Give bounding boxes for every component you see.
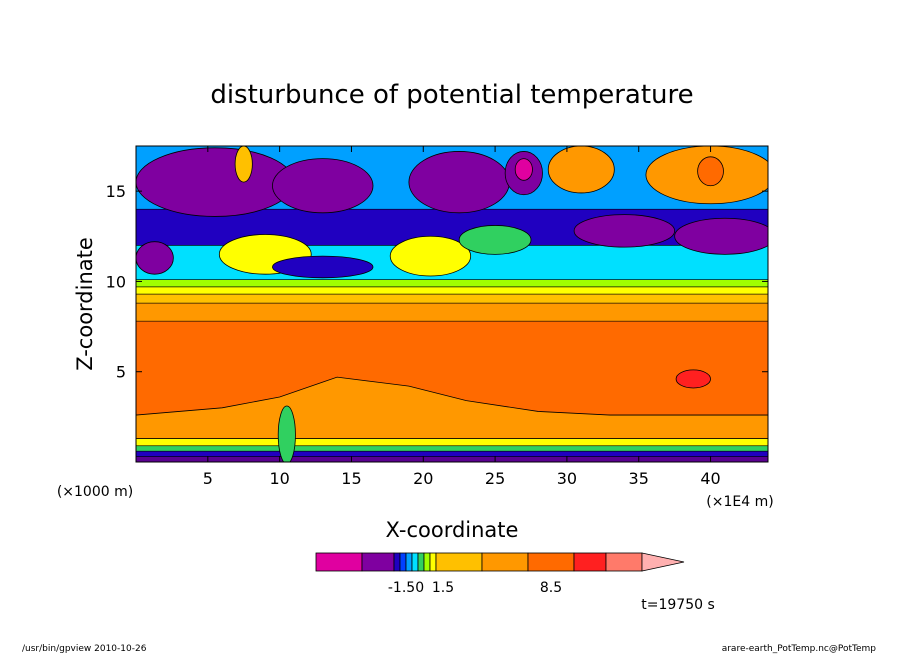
colorbar-arrow (641, 552, 685, 572)
x-unit-left: (×1000 m) (57, 484, 133, 500)
x-tick-label-6: 35 (629, 469, 649, 488)
y-axis-label: Z-coordinate (73, 237, 97, 371)
colorbar-cell-9 (435, 552, 483, 572)
x-tick-label-4: 25 (485, 469, 505, 488)
y-tick-label-0: 5 (116, 363, 126, 382)
x-unit-right: (×1E4 m) (706, 494, 773, 510)
contour-blob-8 (573, 214, 676, 248)
colorbar-cell-11 (527, 552, 575, 572)
contour-blob-10 (136, 241, 174, 275)
y-tick-label-2: 15 (106, 182, 126, 201)
chart-title: disturbunce of potential temperature (210, 80, 693, 110)
footer-right: arare-earth_PotTemp.nc@PotTemp (722, 644, 877, 654)
colorbar-cell-3 (399, 552, 407, 572)
x-tick-label-7: 40 (700, 469, 720, 488)
contour-field (136, 146, 768, 462)
colorbar (315, 552, 685, 572)
contour-blob-17 (277, 405, 296, 462)
contour-blob-12 (272, 255, 374, 279)
contour-blob-13 (389, 235, 472, 277)
contour-band-8 (136, 286, 768, 295)
x-tick-label-3: 20 (413, 469, 433, 488)
colorbar-cell-6 (417, 552, 425, 572)
contour-band-2 (136, 445, 768, 452)
y-axis: 5 10 15 (106, 182, 768, 382)
contour-blob-15 (234, 146, 253, 183)
time-label: t=19750 s (641, 597, 715, 613)
colorbar-cell-0 (315, 552, 363, 572)
colorbar-cell-1 (361, 552, 395, 572)
colorbar-cell-5 (411, 552, 419, 572)
colorbar-cell-8 (429, 552, 437, 572)
colorbar-cell-4 (405, 552, 413, 572)
contour-blob-16 (675, 369, 711, 389)
contour-band-0 (136, 456, 768, 462)
colorbar-label-1: -1.50 (388, 580, 424, 596)
colorbar-label-3: 8.5 (540, 580, 562, 596)
plot-frame (135, 145, 769, 463)
x-tick-label-1: 10 (269, 469, 289, 488)
colorbar-cell-12 (573, 552, 607, 572)
contour-band-7 (136, 293, 768, 304)
colorbar-cell-10 (481, 552, 529, 572)
footer-left: /usr/bin/gpview 2010-10-26 (22, 644, 147, 654)
x-axis-label: X-coordinate (386, 518, 519, 542)
colorbar-label-2: 1.5 (432, 580, 454, 596)
x-tick-label-2: 15 (341, 469, 361, 488)
x-tick-label-5: 30 (557, 469, 577, 488)
contour-blob-9 (674, 217, 768, 255)
y-tick-label-1: 10 (106, 272, 126, 291)
contour-blob-2 (408, 151, 510, 214)
x-tick-label-0: 5 (203, 469, 213, 488)
contour-blob-0 (136, 147, 295, 217)
contour-band-6 (136, 302, 768, 322)
contour-band-1 (136, 450, 768, 457)
colorbar-cell-13 (605, 552, 643, 572)
contour-band-9 (136, 279, 768, 288)
x-axis: 5 10 15 20 25 30 35 40 (203, 146, 721, 488)
contour-blob-5 (547, 146, 615, 194)
contour-blob-14 (458, 225, 532, 255)
contour-blob-7 (697, 156, 724, 187)
contour-blob-1 (272, 158, 374, 214)
contour-blob-4 (514, 158, 533, 181)
colorbar-cell-2 (393, 552, 401, 572)
colorbar-cell-7 (423, 552, 431, 572)
contour-band-3 (136, 438, 768, 447)
